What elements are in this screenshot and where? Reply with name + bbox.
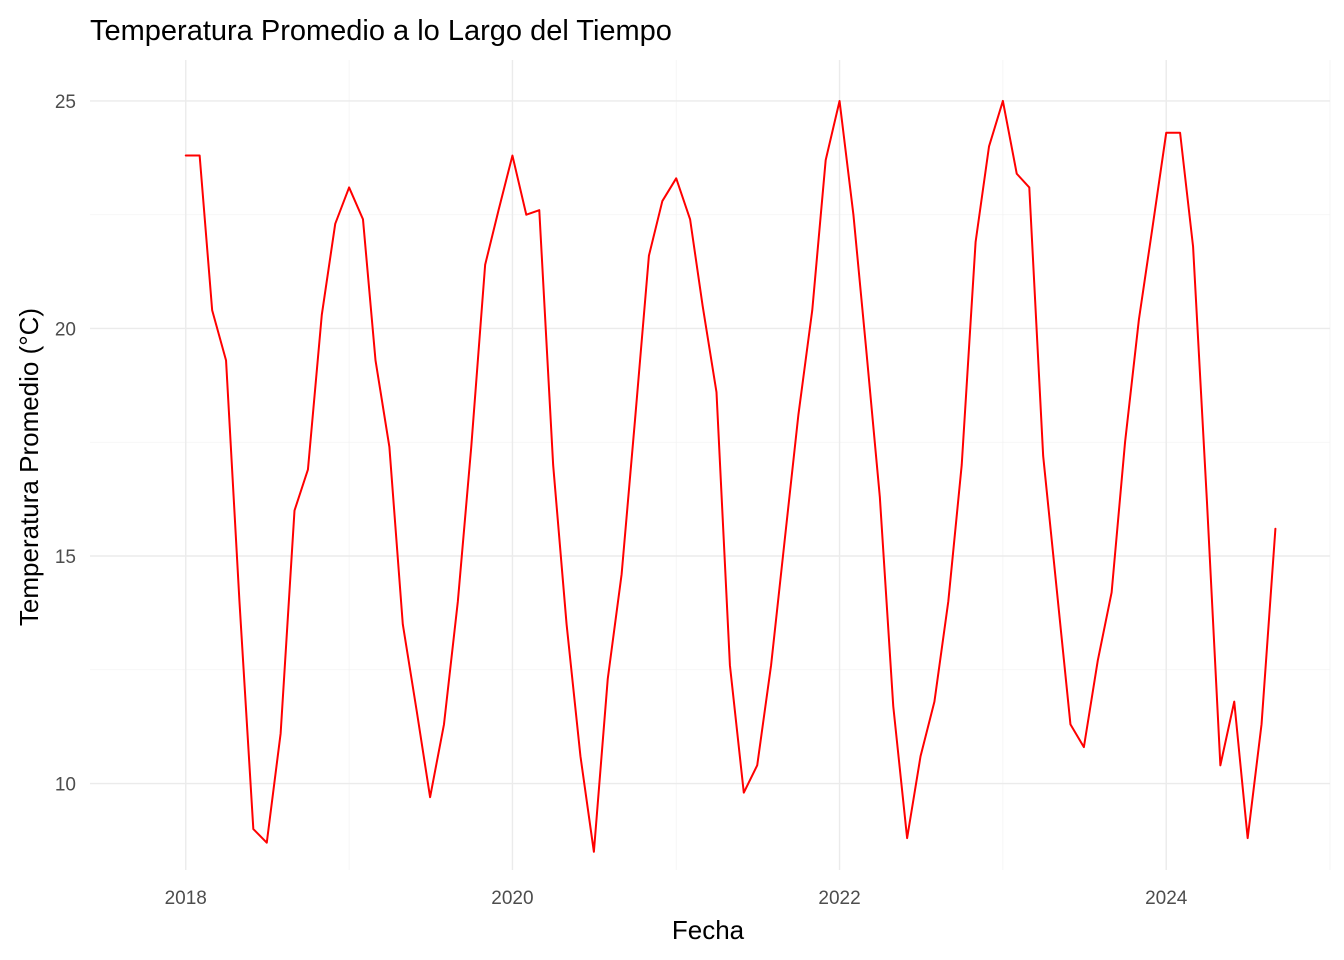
x-tick-label: 2018	[165, 888, 207, 909]
x-tick-label: 2022	[818, 888, 860, 909]
y-tick-label: 25	[55, 92, 76, 113]
x-tick-label: 2020	[491, 888, 533, 909]
tick-labels: 10 15 20 25 2018 2020 2022 2024	[55, 92, 1188, 909]
y-tick-label: 15	[55, 547, 76, 568]
y-axis-title: Temperatura Promedio (°C)	[14, 308, 44, 626]
y-tick-label: 20	[55, 319, 76, 340]
y-tick-label: 10	[55, 775, 76, 796]
temperature-series-line	[184, 99, 1277, 853]
x-tick-label: 2024	[1145, 888, 1188, 909]
chart-title: Temperatura Promedio a lo Largo del Tiem…	[90, 15, 672, 47]
grid-lines	[90, 60, 1331, 870]
x-axis-title: Fecha	[672, 915, 745, 945]
series-layer	[184, 99, 1277, 853]
